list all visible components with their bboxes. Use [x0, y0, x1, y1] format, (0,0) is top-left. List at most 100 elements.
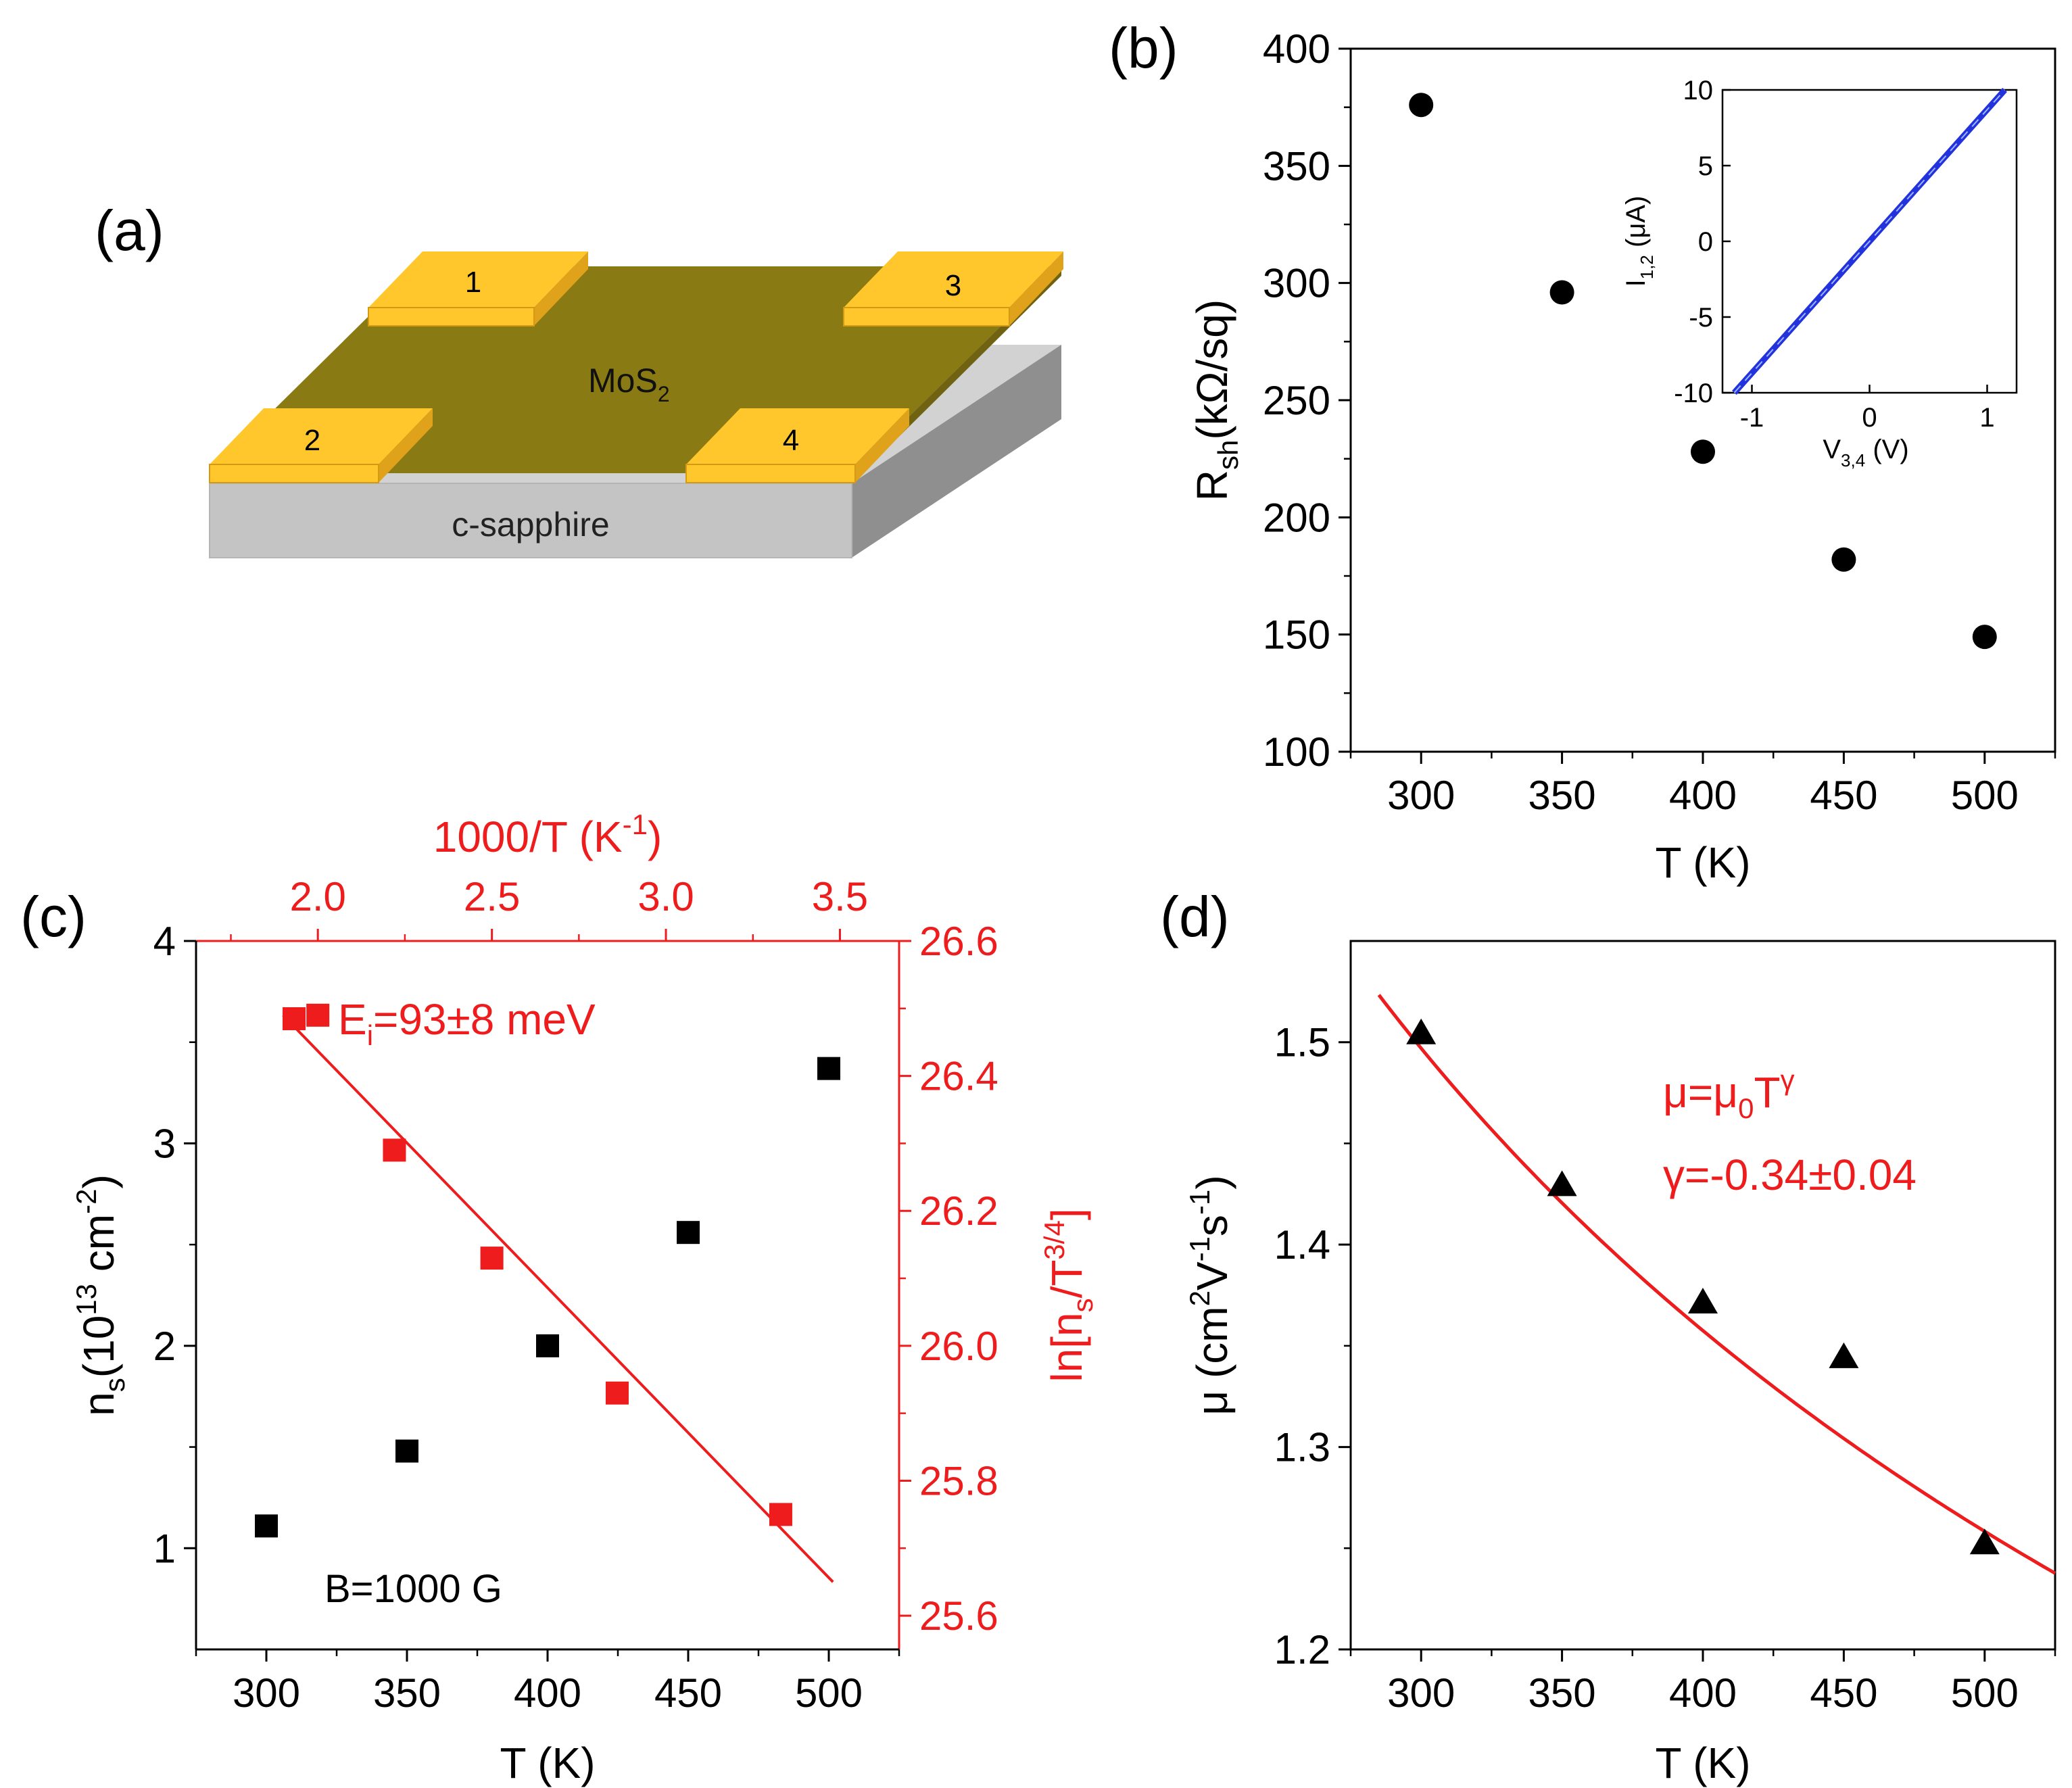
panel-c: (c) 300 350 400 450 500 1 2 3 4 2.0 2.5 3.0 3.5 25.6 2… [20, 808, 1099, 1787]
y-tick-label-right: 26.0 [919, 1324, 998, 1369]
panel-c-legend-label: Ei=93±8 meV [338, 995, 596, 1051]
panel-d-ticks: 300 350 400 450 500 1.2 1.3 1.4 1.5 [1274, 1020, 2056, 1716]
panel-b-label: (b) [1109, 16, 1178, 80]
y-tick-label: 250 [1263, 378, 1330, 423]
ln-data-point [769, 1503, 792, 1526]
y-tick-label-right: 25.6 [919, 1593, 998, 1639]
y-tick-label-right: 25.8 [919, 1458, 998, 1503]
y-tick-label-left: 2 [153, 1324, 176, 1369]
inset-x-tick-label: 1 [1979, 403, 1994, 433]
pad-3-label: 3 [945, 269, 961, 302]
data-point [1969, 1528, 2000, 1555]
x-tick-label-bottom: 450 [654, 1670, 722, 1716]
panel-b-ylabel: Rsh(kΩ/sq) [1188, 299, 1244, 501]
data-point [1972, 625, 1997, 650]
panel-d-fit-curve [1377, 994, 2056, 1575]
sapphire-front-face [209, 483, 852, 558]
inset-xlabel: V3,4 (V) [1823, 435, 1908, 470]
panel-d-label: (d) [1160, 885, 1230, 948]
x-tick-label-bottom: 500 [795, 1670, 863, 1716]
pad-1-side [534, 251, 588, 326]
ns-data-point [677, 1221, 700, 1245]
x-tick-label-top: 3.0 [637, 874, 694, 919]
pad-2-side [379, 408, 433, 483]
panel-c-ticks: 300 350 400 450 500 1 2 3 4 2.0 2.5 3.0 3.5 25.6 25.8 2… [153, 874, 998, 1716]
pad-4-front [685, 464, 856, 483]
inset-y-tick-label: -10 [1674, 379, 1713, 408]
data-point [1406, 1018, 1437, 1044]
inset-y-tick-label: 10 [1683, 76, 1714, 105]
data-point [1829, 1342, 1859, 1368]
panel-d-points [1406, 1018, 2000, 1555]
x-tick-label: 350 [1528, 1670, 1596, 1716]
data-point [1549, 280, 1574, 305]
pad-1-front [368, 307, 535, 327]
y-tick-label: 1.5 [1274, 1020, 1330, 1065]
panel-d-gamma: γ=-0.34±0.04 [1663, 1151, 1917, 1199]
inset-y-tick-label: 0 [1698, 227, 1713, 257]
substrate-label: c-sapphire [452, 506, 609, 543]
x-tick-label: 450 [1810, 1670, 1877, 1716]
panel-a-label: (a) [95, 199, 164, 262]
y-tick-label-right: 26.4 [919, 1054, 998, 1099]
pad-2-label: 2 [304, 424, 320, 457]
panel-d: (d) 300 350 400 450 500 1.2 1.3 1.4 1.5 μ=μ0Tγ γ… [1160, 885, 2056, 1787]
ln-data-point [383, 1138, 406, 1162]
pad-1-label: 1 [465, 266, 481, 299]
panel-d-ylabel: μ (cm2V-1s-1) [1184, 1175, 1236, 1415]
x-tick-label: 500 [1951, 773, 2019, 818]
ns-data-point [817, 1057, 840, 1080]
y-tick-label-left: 1 [153, 1526, 176, 1571]
y-tick-label-left: 3 [153, 1121, 176, 1166]
x-tick-label-bottom: 400 [514, 1670, 581, 1716]
y-tick-label: 1.3 [1274, 1425, 1330, 1470]
pad-1-top [368, 251, 588, 308]
x-tick-label-top: 2.5 [464, 874, 520, 919]
ns-data-point [255, 1514, 278, 1538]
data-point [1691, 439, 1715, 464]
y-tick-label: 200 [1263, 495, 1330, 540]
pad-2-front [209, 464, 379, 483]
inset-y-tick-label: -5 [1689, 303, 1713, 333]
panel-c-points [255, 1003, 840, 1538]
inset-ylabel: I1,2 (μA) [1621, 196, 1657, 287]
pad-3-side [1009, 251, 1063, 326]
inset-iv-line-highlight [1733, 89, 2006, 393]
pad-3-front [843, 307, 1010, 327]
inset-x-tick-label: 0 [1862, 403, 1877, 433]
x-tick-label: 350 [1528, 773, 1596, 818]
inset-x-tick-label: -1 [1740, 403, 1764, 433]
panel-c-fit-line [282, 1014, 834, 1583]
x-tick-label-bottom: 350 [373, 1670, 441, 1716]
x-tick-label: 450 [1810, 773, 1877, 818]
pad-2-top [210, 408, 433, 464]
x-tick-label: 400 [1669, 1670, 1737, 1716]
x-tick-label: 300 [1387, 1670, 1455, 1716]
pad-4-top [686, 408, 909, 464]
pad-4-side [855, 408, 909, 483]
ln-data-point [306, 1003, 330, 1027]
data-point [1547, 1170, 1577, 1197]
inset-y-tick-label: 5 [1698, 151, 1713, 181]
panel-c-ylabel-right: ln[ns/T3/4] [1038, 1208, 1099, 1382]
panel-c-xlabel-bottom: T (K) [500, 1739, 595, 1787]
pad-3-top [844, 251, 1063, 308]
panel-d-xlabel: T (K) [1655, 1739, 1750, 1787]
panel-c-label: (c) [20, 885, 87, 948]
data-point [1688, 1287, 1718, 1313]
y-tick-label: 300 [1263, 261, 1330, 306]
x-tick-label: 500 [1951, 1670, 2019, 1716]
y-tick-label: 150 [1263, 612, 1330, 658]
panel-b-xlabel: T (K) [1655, 838, 1750, 887]
panel-b-points [1409, 93, 1997, 650]
film-label: MoS2 [588, 362, 670, 406]
ns-data-point [395, 1439, 418, 1463]
x-tick-label-bottom: 300 [233, 1670, 300, 1716]
y-tick-label: 100 [1263, 729, 1330, 775]
ln-data-point [480, 1247, 504, 1270]
panel-b: (b) 300 350 400 450 500100150200250300350400… [1109, 16, 2056, 887]
